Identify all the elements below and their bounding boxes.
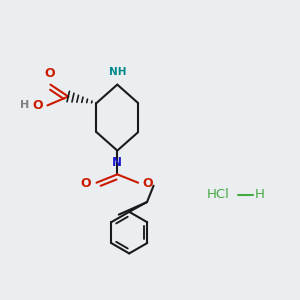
Text: O: O	[142, 177, 153, 190]
Text: N: N	[112, 156, 122, 169]
Text: H: H	[255, 188, 265, 201]
Text: HCl: HCl	[207, 188, 230, 201]
Text: O: O	[32, 99, 43, 112]
Text: O: O	[80, 177, 91, 190]
Text: NH: NH	[109, 67, 127, 77]
Text: O: O	[44, 67, 55, 80]
Text: H: H	[20, 100, 29, 110]
